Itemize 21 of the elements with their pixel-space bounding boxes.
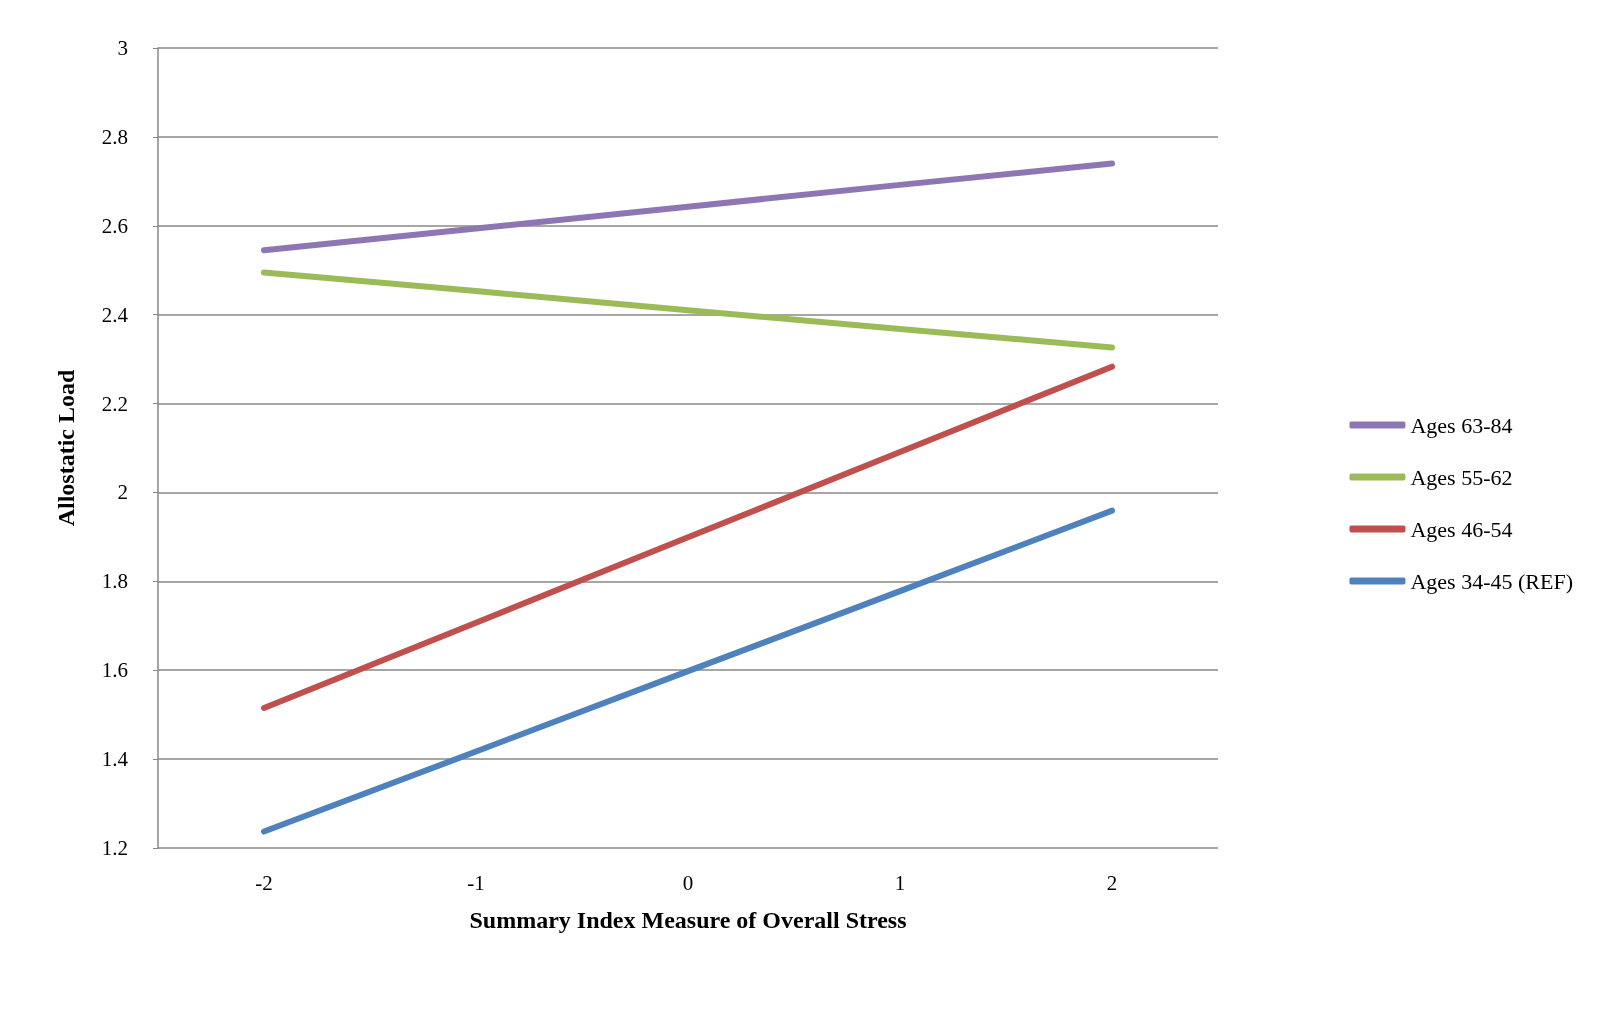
y-tick-label: 2.8 (101, 124, 128, 149)
x-tick-label: 0 (682, 870, 694, 895)
y-tick-label: 2.2 (101, 391, 128, 416)
y-tick-label: 2.4 (101, 302, 129, 327)
y-tick-label: 1.8 (101, 569, 128, 594)
x-tick-label: 1 (894, 870, 906, 895)
legend-label: Ages 55-62 (1410, 464, 1513, 490)
y-tick-label: 2 (117, 480, 128, 505)
legend-label: Ages 46-54 (1410, 516, 1513, 542)
y-tick-label: 1.2 (101, 836, 128, 860)
x-tick-label: -2 (255, 870, 273, 895)
y-tick-label: 3 (117, 36, 128, 60)
y-axis-title: Allostatic Load (53, 369, 79, 527)
y-tick-label: 2.6 (101, 213, 128, 238)
x-axis-title: Summary Index Measure of Overall Stress (469, 907, 907, 933)
legend-label: Ages 34-45 (REF) (1410, 568, 1574, 594)
y-tick-label: 1.6 (101, 658, 128, 683)
x-tick-label: 2 (1106, 870, 1118, 895)
x-tick-label: -1 (467, 870, 485, 895)
y-tick-label: 1.4 (101, 747, 129, 772)
legend-label: Ages 63-84 (1410, 412, 1513, 438)
